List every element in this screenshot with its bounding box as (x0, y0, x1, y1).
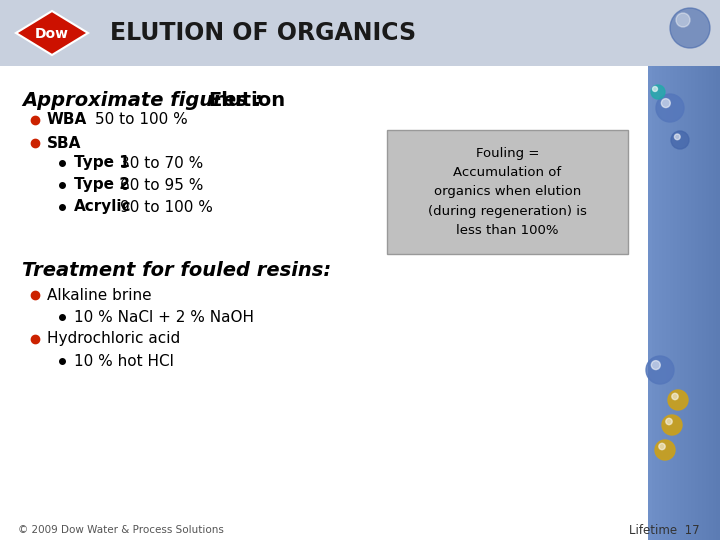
FancyBboxPatch shape (666, 0, 670, 540)
FancyBboxPatch shape (688, 0, 691, 540)
Circle shape (662, 415, 682, 435)
Circle shape (661, 99, 670, 107)
FancyBboxPatch shape (673, 0, 677, 540)
Text: Type 2: Type 2 (74, 178, 130, 192)
FancyBboxPatch shape (706, 0, 709, 540)
Text: Lifetime  17: Lifetime 17 (629, 523, 700, 537)
Circle shape (659, 443, 665, 450)
Text: WBA: WBA (47, 112, 87, 127)
FancyBboxPatch shape (0, 0, 720, 66)
Text: Treatment for fouled resins:: Treatment for fouled resins: (22, 260, 331, 280)
Text: Acrylic: Acrylic (74, 199, 132, 214)
Text: Fouling =
Accumulation of
organics when elution
(during regeneration) is
less th: Fouling = Accumulation of organics when … (428, 147, 587, 237)
FancyBboxPatch shape (716, 0, 720, 540)
Text: 10 % hot HCl: 10 % hot HCl (74, 354, 174, 368)
Text: Alkaline brine: Alkaline brine (47, 287, 152, 302)
FancyBboxPatch shape (648, 0, 720, 540)
Circle shape (675, 134, 680, 140)
Circle shape (646, 356, 674, 384)
FancyBboxPatch shape (684, 0, 688, 540)
FancyBboxPatch shape (691, 0, 695, 540)
FancyBboxPatch shape (662, 0, 666, 540)
Text: Type 1: Type 1 (74, 156, 130, 171)
FancyBboxPatch shape (702, 0, 706, 540)
Text: Elution: Elution (208, 91, 285, 110)
FancyBboxPatch shape (659, 0, 662, 540)
FancyBboxPatch shape (698, 0, 702, 540)
FancyBboxPatch shape (677, 0, 680, 540)
Circle shape (672, 393, 678, 400)
Text: 10 % NaCl + 2 % NaOH: 10 % NaCl + 2 % NaOH (74, 309, 254, 325)
Polygon shape (16, 11, 88, 55)
FancyBboxPatch shape (670, 0, 673, 540)
Circle shape (676, 13, 690, 27)
FancyBboxPatch shape (655, 0, 659, 540)
FancyBboxPatch shape (709, 0, 713, 540)
FancyBboxPatch shape (680, 0, 684, 540)
Text: Hydrochloric acid: Hydrochloric acid (47, 332, 180, 347)
Text: SBA: SBA (47, 136, 81, 151)
FancyBboxPatch shape (648, 0, 652, 540)
FancyBboxPatch shape (10, 68, 648, 518)
Text: ELUTION OF ORGANICS: ELUTION OF ORGANICS (110, 21, 416, 45)
FancyBboxPatch shape (387, 130, 628, 254)
Text: Dow: Dow (35, 27, 69, 41)
FancyBboxPatch shape (695, 0, 698, 540)
FancyBboxPatch shape (713, 0, 716, 540)
Circle shape (671, 131, 689, 149)
Circle shape (668, 390, 688, 410)
Text: Approximate figures :: Approximate figures : (22, 91, 269, 110)
Text: © 2009 Dow Water & Process Solutions: © 2009 Dow Water & Process Solutions (18, 525, 224, 535)
Text: 90 to 100 %: 90 to 100 % (120, 199, 213, 214)
Text: 30 to 70 %: 30 to 70 % (120, 156, 203, 171)
Circle shape (655, 440, 675, 460)
Circle shape (670, 8, 710, 48)
FancyBboxPatch shape (652, 0, 655, 540)
Circle shape (651, 85, 665, 99)
Circle shape (652, 361, 660, 369)
Circle shape (652, 86, 657, 91)
Circle shape (656, 94, 684, 122)
Text: 60 to 95 %: 60 to 95 % (120, 178, 203, 192)
Circle shape (666, 418, 672, 424)
Text: 50 to 100 %: 50 to 100 % (95, 112, 188, 127)
